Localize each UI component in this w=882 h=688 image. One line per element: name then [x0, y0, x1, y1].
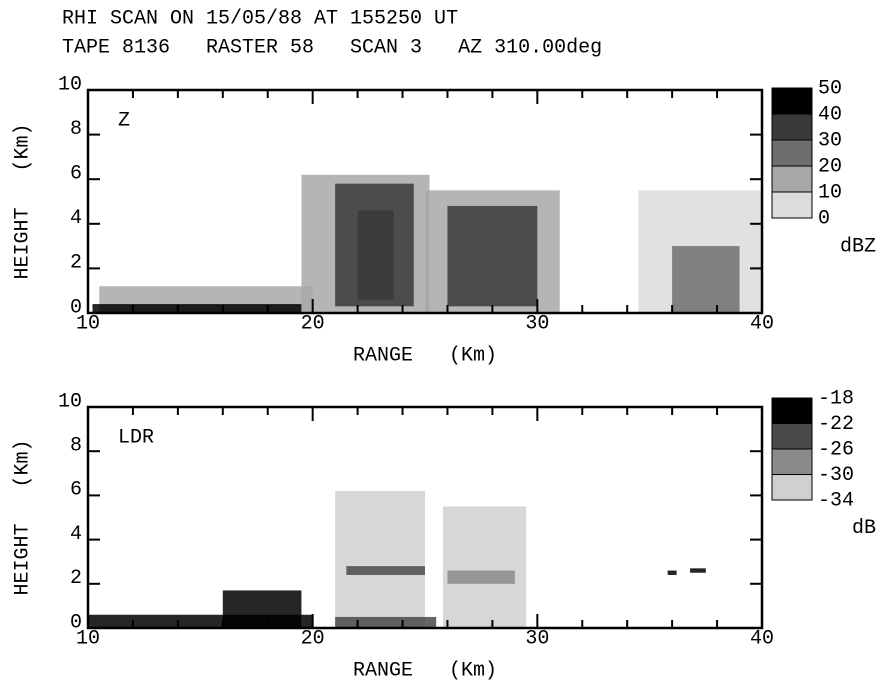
x-tick-label: 40 — [750, 312, 774, 335]
y-tick-label: 2 — [70, 252, 82, 275]
colorbar-label: -30 — [818, 464, 854, 487]
echo-cell — [346, 566, 425, 575]
colorbar-segment — [771, 191, 813, 219]
y-tick-label: 8 — [70, 118, 82, 141]
x-tick-label: 10 — [76, 627, 100, 650]
echo-cell — [222, 590, 302, 628]
echo-cell — [357, 210, 394, 300]
y-tick-label: 10 — [58, 73, 82, 96]
colorbar-segment — [771, 113, 813, 141]
y-axis-label: HEIGHT (Km) — [11, 123, 34, 279]
x-tick-label: 20 — [301, 312, 325, 335]
panel-label: LDR — [118, 426, 154, 449]
x-tick-label: 10 — [76, 312, 100, 335]
colorbar-label: -18 — [818, 387, 854, 410]
colorbar-segment — [771, 397, 813, 424]
echo-cell — [667, 570, 677, 575]
colorbar-label: 20 — [818, 155, 842, 178]
colorbar-segment — [771, 165, 813, 193]
subtitle: TAPE 8136 RASTER 58 SCAN 3 AZ 310.00deg — [62, 36, 602, 59]
plot-frame — [86, 405, 764, 630]
panel-label: Z — [118, 109, 130, 132]
colorbar-label: 0 — [818, 207, 830, 230]
echo-cell — [335, 616, 437, 628]
plot-frame — [86, 88, 764, 315]
echo-cell — [442, 506, 527, 628]
y-tick-label: 0 — [70, 611, 82, 634]
echo-cell — [447, 570, 515, 584]
colorbar-segment — [771, 423, 813, 450]
x-tick-label: 20 — [301, 627, 325, 650]
colorbar-label: 50 — [818, 77, 842, 100]
y-tick-label: 4 — [70, 207, 82, 230]
echo-cell — [690, 568, 706, 573]
colorbar-label: -34 — [818, 489, 854, 512]
colorbar-label: -22 — [818, 413, 854, 436]
y-axis-label: HEIGHT (Km) — [11, 439, 34, 595]
y-tick-label: 6 — [70, 162, 82, 185]
colorbar-segment — [771, 474, 813, 501]
x-tick-label: 40 — [750, 627, 774, 650]
colorbar-label: -26 — [818, 438, 854, 461]
colorbar-unit: dB — [852, 517, 876, 540]
y-tick-label: 6 — [70, 479, 82, 502]
title: RHI SCAN ON 15/05/88 AT 155250 UT — [62, 7, 458, 30]
echo-cell — [672, 246, 740, 313]
colorbar-label: 40 — [818, 103, 842, 126]
echo-cell — [92, 304, 302, 313]
echo-cell — [335, 490, 425, 628]
y-tick-label: 4 — [70, 523, 82, 546]
x-axis-label: RANGE (Km) — [353, 659, 497, 682]
colorbar-label: 10 — [818, 181, 842, 204]
colorbar-label: 30 — [818, 129, 842, 152]
y-tick-label: 2 — [70, 567, 82, 590]
colorbar-segment — [771, 448, 813, 475]
colorbar-segment — [771, 87, 813, 115]
y-tick-label: 8 — [70, 434, 82, 457]
colorbar-unit: dBZ — [840, 235, 876, 258]
y-tick-label: 10 — [58, 390, 82, 413]
echo-cell — [447, 205, 538, 307]
x-tick-label: 30 — [525, 312, 549, 335]
x-tick-label: 30 — [525, 627, 549, 650]
y-tick-label: 0 — [70, 296, 82, 319]
x-axis-label: RANGE (Km) — [353, 344, 497, 367]
colorbar-segment — [771, 139, 813, 167]
